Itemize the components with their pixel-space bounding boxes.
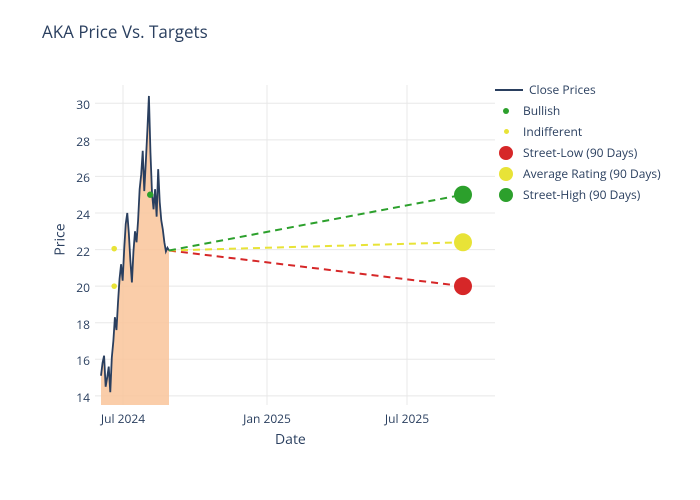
legend-marker xyxy=(499,167,513,181)
legend-label: Bullish xyxy=(523,102,560,119)
legend-item[interactable]: Indifferent xyxy=(495,122,661,141)
y-tick-label: 28 xyxy=(60,133,90,150)
chart-title: AKA Price Vs. Targets xyxy=(42,20,208,43)
legend-item[interactable]: Average Rating (90 Days) xyxy=(495,164,661,183)
legend-label: Indifferent xyxy=(523,123,582,140)
y-tick-label: 26 xyxy=(60,169,90,186)
legend-marker xyxy=(495,89,523,91)
plot-area xyxy=(95,85,495,405)
legend-label: Street-Low (90 Days) xyxy=(523,144,637,161)
legend-marker xyxy=(499,146,513,160)
legend-marker xyxy=(503,108,509,114)
y-tick-label: 30 xyxy=(60,96,90,113)
legend-marker xyxy=(499,188,513,202)
y-tick-label: 14 xyxy=(60,389,90,406)
price-target-chart: AKA Price Vs. Targets Price Date 1416182… xyxy=(0,0,700,500)
legend-item[interactable]: Bullish xyxy=(495,101,661,120)
x-axis-label: Date xyxy=(275,430,306,449)
y-tick-label: 22 xyxy=(60,243,90,260)
legend-item[interactable]: Street-High (90 Days) xyxy=(495,185,661,204)
legend-marker xyxy=(504,129,509,134)
y-tick-label: 20 xyxy=(60,279,90,296)
legend-label: Close Prices xyxy=(529,81,596,98)
legend: Close Prices Bullish Indifferent Street-Low… xyxy=(495,80,661,206)
legend-item[interactable]: Street-Low (90 Days) xyxy=(495,143,661,162)
legend-item[interactable]: Close Prices xyxy=(495,80,661,99)
y-tick-label: 18 xyxy=(60,316,90,333)
legend-label: Street-High (90 Days) xyxy=(523,186,640,203)
chart-svg xyxy=(95,85,495,405)
x-tick-label: Jan 2025 xyxy=(243,410,291,427)
y-tick-label: 24 xyxy=(60,206,90,223)
legend-label: Average Rating (90 Days) xyxy=(523,165,661,182)
x-tick-label: Jul 2025 xyxy=(385,410,429,427)
y-tick-label: 16 xyxy=(60,352,90,369)
x-tick-label: Jul 2024 xyxy=(101,410,145,427)
